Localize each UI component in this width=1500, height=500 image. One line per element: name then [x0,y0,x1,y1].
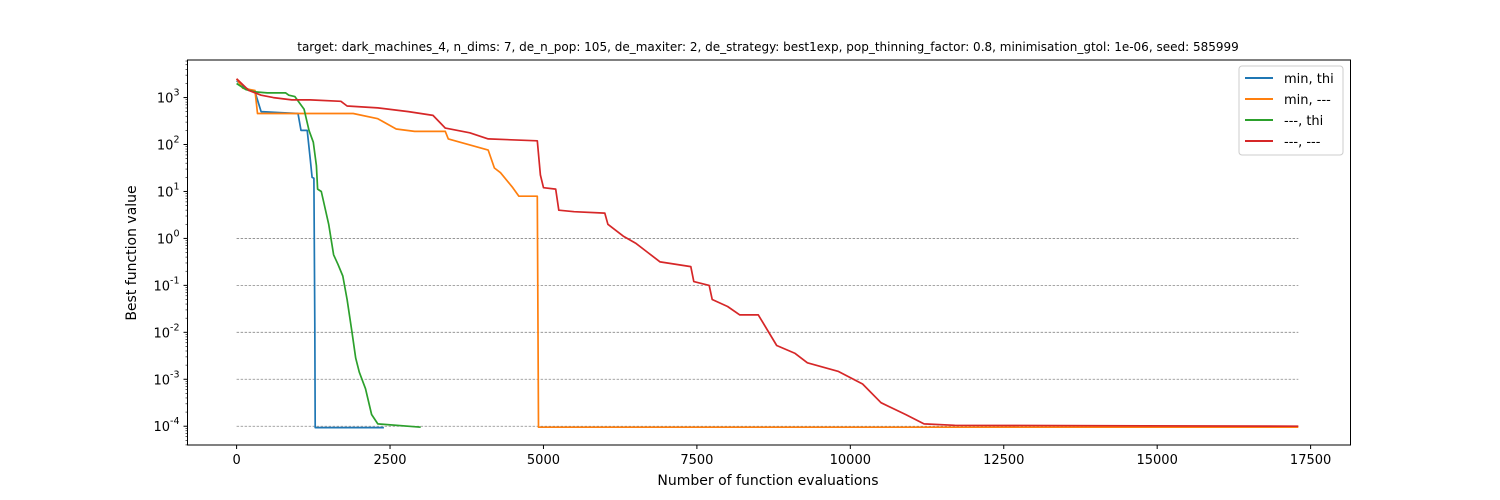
x-tick-label: 17500 [1290,453,1331,468]
chart-title: target: dark_machines_4, n_dims: 7, de_n… [297,40,1239,54]
y-axis: 10-4 10-3 10-2 10-1 100 101 102 103 [153,60,188,446]
x-tick-label: 7500 [680,453,713,468]
x-tick-label: 0 [232,453,240,468]
legend-label: min, --- [1284,93,1331,108]
x-tick-label: 15000 [1136,453,1177,468]
legend-label: ---, --- [1284,135,1321,150]
y-tick-label: 10-1 [153,275,179,294]
x-tick-label: 2500 [373,453,406,468]
y-tick-label: 100 [157,228,180,247]
legend-box [1238,65,1344,156]
y-tick-label: 10-2 [153,322,179,341]
x-tick-label: 5000 [527,453,560,468]
x-tick-label: 10000 [830,453,871,468]
y-tick-label: 103 [157,88,180,107]
series-line-min [235,78,1299,429]
x-tick-label: 12500 [983,453,1024,468]
y-tick-label: 101 [157,181,180,200]
y-tick-label: 102 [157,135,180,154]
y-axis-title: Best function value [124,185,140,320]
legend-label: min, thi [1284,72,1334,87]
x-axis: 0 2500 5000 7500 10000 12500 15000 17500 [232,445,1331,468]
series-line- [236,78,1299,428]
legend: min, thi min, --- ---, thi ---, --- [1238,65,1344,156]
x-axis-title: Number of function evaluations [657,473,878,489]
y-tick-label: 10-3 [153,369,179,388]
series-line-thi [236,82,421,429]
y-tick-label: 10-4 [153,416,179,435]
plot-area [187,60,1351,445]
series-lines [235,78,1299,429]
legend-label: ---, thi [1284,114,1323,129]
